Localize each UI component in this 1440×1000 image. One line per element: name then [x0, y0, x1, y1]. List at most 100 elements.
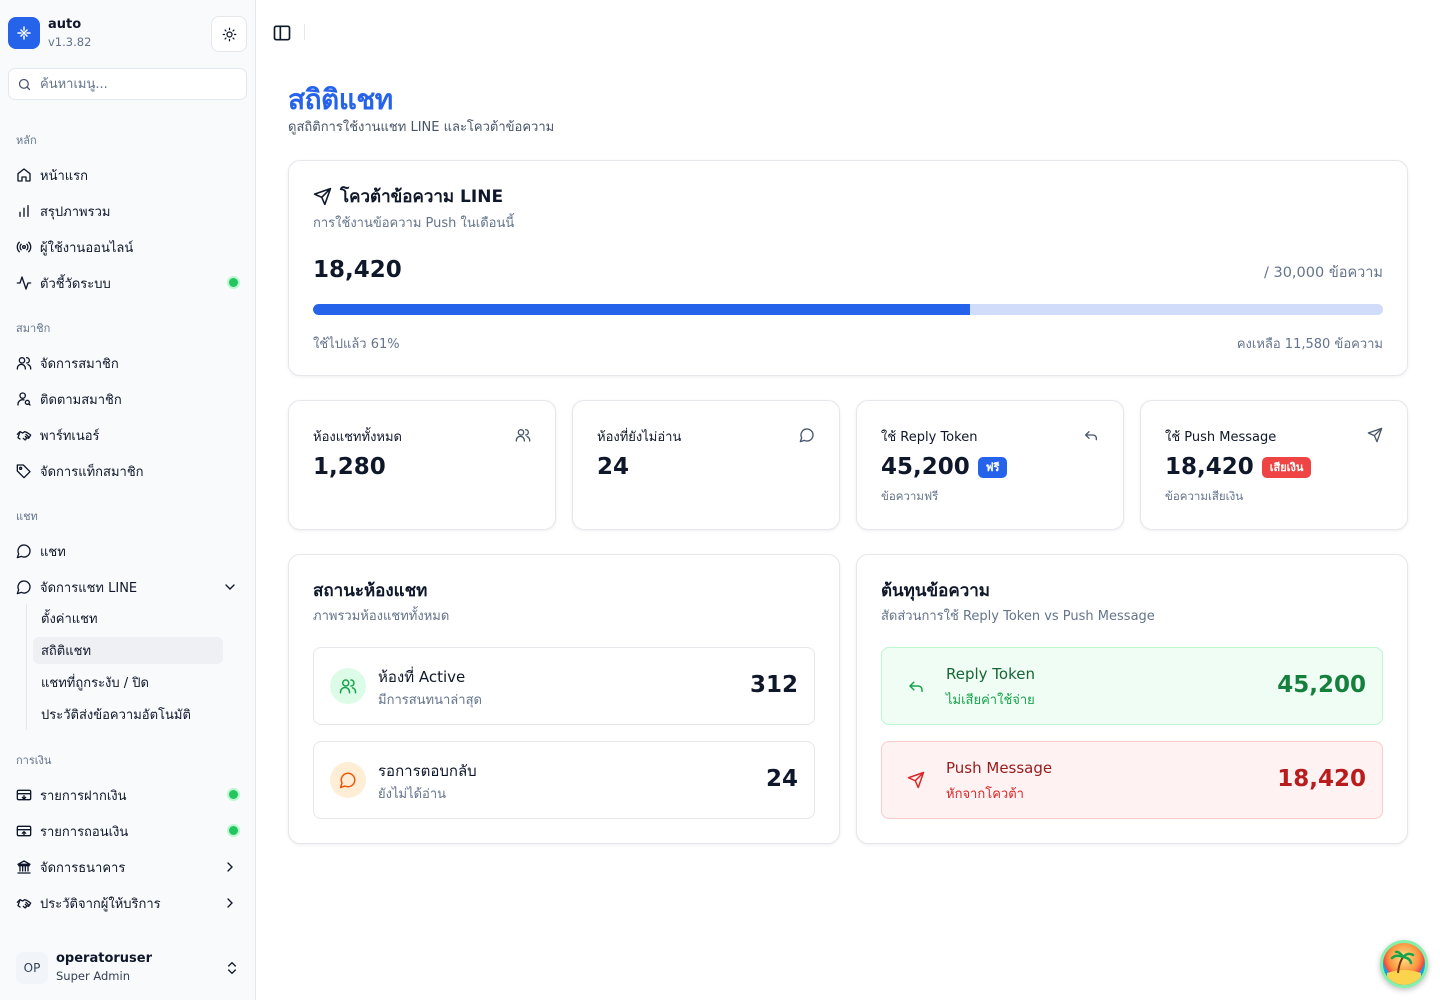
quota-remaining: คงเหลือ 11,580 ข้อความ [1236, 337, 1383, 352]
sidebar-item-label: จัดการสมาชิก [40, 356, 119, 372]
quota-card: โควต้าข้อความ LINE การใช้งานข้อความ Push… [288, 160, 1408, 376]
sidebar-item-label: ประวัติจากผู้ให้บริการ [40, 896, 161, 912]
stat-value-text: 24 [597, 454, 630, 480]
sidebar: auto v1.3.82 หลัก หน้าแรก สรุปภาพรวม ผู้… [0, 0, 256, 1000]
push-message-row: Push Message หักจากโควต้า 18,420 [881, 741, 1383, 819]
sidebar-item-chat[interactable]: แชท [8, 535, 248, 567]
message-circle-icon [799, 428, 814, 443]
sidebar-item-manage-members[interactable]: จัดการสมาชิก [8, 347, 248, 379]
awaiting-reply-row: รอการตอบกลับ ยังไม่ได้อ่าน 24 [313, 741, 815, 819]
row-value: 24 [765, 766, 798, 792]
quota-percent: ใช้ไปแล้ว 61% [313, 337, 400, 352]
panel-title: สถานะห้องแชท [313, 581, 428, 601]
sidebar-item-overview[interactable]: สรุปภาพรวม [8, 195, 248, 227]
topbar-divider [304, 24, 305, 40]
sidebar-item-label: พาร์ทเนอร์ [40, 428, 100, 444]
free-badge: ฟรี [977, 456, 1008, 478]
quota-description: การใช้งานข้อความ Push ในเดือนนี้ [313, 216, 515, 231]
sidebar-item-label: สรุปภาพรวม [40, 204, 111, 220]
stat-note: ข้อความเสียเงิน [1165, 489, 1244, 503]
handshake-icon [16, 899, 32, 909]
floating-assistant-button[interactable] [1380, 940, 1428, 988]
search-icon [18, 78, 31, 90]
row-title: Push Message [946, 759, 1053, 777]
row-subtitle: ยังไม่ได้อ่าน [378, 787, 447, 802]
group-label-members: สมาชิก [16, 322, 51, 335]
stat-card-total-rooms: ห้องแชททั้งหมด 1,280 [288, 400, 556, 530]
users-icon [515, 429, 531, 442]
page-subtitle: ดูสถิติการใช้งานแชท LINE และโควต้าข้อควา… [288, 120, 555, 135]
home-icon [17, 168, 31, 182]
sidebar-item-member-tags[interactable]: จัดการแท็กสมาชิก [8, 455, 248, 487]
handshake-icon [16, 431, 32, 441]
stat-value-text: 1,280 [313, 454, 386, 480]
sidebar-item-partners[interactable]: พาร์ทเนอร์ [8, 419, 248, 451]
submenu-line [26, 604, 27, 730]
sidebar-item-label: จัดการแชท LINE [40, 580, 138, 596]
sidebar-item-label: จัดการแท็กสมาชิก [40, 464, 144, 480]
sidebar-item-line-chat[interactable]: จัดการแชท LINE [8, 571, 248, 603]
sun-icon [222, 27, 236, 41]
chevron-down-icon [225, 584, 235, 590]
users-icon [16, 357, 32, 370]
stat-card-unread-rooms: ห้องที่ยังไม่อ่าน 24 [572, 400, 840, 530]
reply-icon [898, 668, 934, 704]
users-icon [330, 668, 366, 704]
user-name: operatoruser [56, 951, 153, 966]
group-label-finance: การเงิน [16, 754, 52, 767]
activity-icon [16, 276, 32, 290]
stat-value-text: 18,420 [1165, 454, 1254, 480]
sidebar-item-system-metrics[interactable]: ตัวชี้วัดระบบ [8, 267, 248, 299]
sidebar-item-home[interactable]: หน้าแรก [8, 159, 248, 191]
reply-token-row: Reply Token ไม่เสียค่าใช้จ่าย 45,200 [881, 647, 1383, 725]
sidebar-subitem-chat-settings[interactable]: ตั้งค่าแชท [41, 612, 98, 627]
sidebar-subitem-auto-message-history[interactable]: ประวัติส่งข้อความอัตโนมัติ [41, 708, 191, 723]
row-title: Reply Token [946, 665, 1035, 683]
sidebar-toggle-icon[interactable] [272, 23, 292, 43]
stat-note: ข้อความฟรี [881, 489, 939, 503]
stat-label: ห้องแชททั้งหมด [313, 430, 402, 445]
user-menu[interactable]: OP operatoruser Super Admin [8, 936, 248, 1000]
sidebar-item-online-users[interactable]: ผู้ใช้งานออนไลน์ [8, 231, 248, 263]
app-version: v1.3.82 [48, 35, 92, 49]
send-icon [1367, 427, 1383, 443]
theme-toggle-button[interactable] [211, 16, 247, 52]
radio-icon [16, 241, 32, 253]
chevrons-up-down-icon [228, 961, 236, 975]
brand: auto v1.3.82 [8, 16, 248, 52]
menu-search [8, 68, 247, 100]
sidebar-item-deposits[interactable]: รายการฝากเงิน [8, 779, 248, 811]
sidebar-item-label: หน้าแรก [40, 168, 88, 184]
stat-label: ใช้ Push Message [1165, 430, 1277, 445]
user-role: Super Admin [56, 969, 130, 983]
stat-label: ห้องที่ยังไม่อ่าน [597, 430, 682, 445]
row-subtitle: มีการสนทนาล่าสุด [378, 693, 482, 708]
sidebar-item-banks[interactable]: จัดการธนาคาร [8, 851, 248, 883]
sidebar-item-track-members[interactable]: ติดตามสมาชิก [8, 383, 248, 415]
sidebar-item-provider-history[interactable]: ประวัติจากผู้ให้บริการ [8, 887, 248, 919]
avatar: OP [16, 952, 48, 984]
quota-limit: / 30,000 ข้อความ [1263, 265, 1383, 281]
stat-card-push-message: ใช้ Push Message 18,420 เสียเงิน ข้อความ… [1140, 400, 1408, 530]
message-circle-icon [330, 762, 366, 798]
sidebar-item-withdrawals[interactable]: รายการถอนเงิน [8, 815, 248, 847]
sidebar-item-label: ตัวชี้วัดระบบ [40, 276, 111, 292]
quota-progress-fill [313, 304, 970, 315]
quota-title: โควต้าข้อความ LINE [313, 183, 503, 210]
paid-badge: เสียเงิน [1261, 456, 1312, 478]
status-dot [229, 790, 238, 799]
stat-value: 24 [597, 454, 629, 480]
search-input[interactable] [40, 76, 230, 92]
row-value: 45,200 [1277, 672, 1366, 698]
stat-value: 18,420 เสียเงิน [1165, 454, 1312, 480]
message-cost-panel: ต้นทุนข้อความ สัดส่วนการใช้ Reply Token … [856, 554, 1408, 844]
sidebar-item-label: จัดการธนาคาร [40, 860, 126, 876]
sidebar-subitem-chat-stats[interactable]: สถิติแชท [33, 637, 223, 664]
group-label-chat: แชท [16, 510, 38, 523]
stat-value-text: 45,200 [881, 454, 970, 480]
app-logo-icon[interactable] [8, 17, 40, 49]
panel-description: ภาพรวมห้องแชททั้งหมด [313, 609, 450, 624]
sidebar-subitem-suspended-chats[interactable]: แชทที่ถูกระงับ / ปิด [41, 676, 149, 691]
quota-title-text: โควต้าข้อความ LINE [340, 187, 504, 207]
stat-value: 45,200 ฟรี [881, 454, 1008, 480]
